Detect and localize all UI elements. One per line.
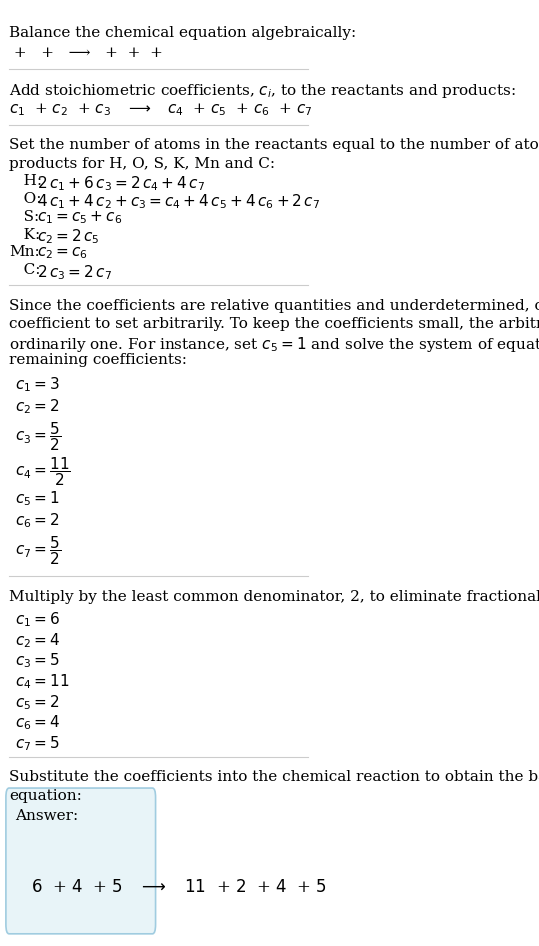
Text: $c_2 = 2\,c_5$: $c_2 = 2\,c_5$ [37,228,100,246]
Text: $c_2 = 4$: $c_2 = 4$ [15,631,60,650]
Text: Add stoichiometric coefficients, $c_i$, to the reactants and products:: Add stoichiometric coefficients, $c_i$, … [9,81,516,99]
Text: $c_1 = 3$: $c_1 = 3$ [15,376,60,394]
Text: Since the coefficients are relative quantities and underdetermined, choose a: Since the coefficients are relative quan… [9,299,539,313]
Text: $c_6 = 2$: $c_6 = 2$ [15,512,60,531]
Text: S:: S: [9,210,39,223]
Text: coefficient to set arbitrarily. To keep the coefficients small, the arbitrary va: coefficient to set arbitrarily. To keep … [9,317,539,331]
Text: C:: C: [9,263,40,277]
Text: Multiply by the least common denominator, 2, to eliminate fractional coefficient: Multiply by the least common denominator… [9,589,539,604]
Text: $c_1 = c_5 + c_6$: $c_1 = c_5 + c_6$ [37,210,122,226]
Text: products for H, O, S, K, Mn and C:: products for H, O, S, K, Mn and C: [9,157,275,171]
Text: O:: O: [9,192,42,206]
Text: remaining coefficients:: remaining coefficients: [9,353,187,367]
Text: $6$  + $4$  + $5$   $\longrightarrow$   $11$  + $2$  + $4$  + $5$: $6$ + $4$ + $5$ $\longrightarrow$ $11$ +… [31,879,327,896]
Text: $c_3 = 5$: $c_3 = 5$ [15,652,60,671]
Text: Set the number of atoms in the reactants equal to the number of atoms in the: Set the number of atoms in the reactants… [9,138,539,152]
Text: $c_4 = \dfrac{11}{2}$: $c_4 = \dfrac{11}{2}$ [15,455,71,488]
Text: H:: H: [9,174,42,188]
Text: $c_3 = \dfrac{5}{2}$: $c_3 = \dfrac{5}{2}$ [15,420,61,453]
Text: Answer:: Answer: [15,809,79,823]
Text: $c_4 = 11$: $c_4 = 11$ [15,673,70,692]
Text: K:: K: [9,228,40,241]
Text: +   +   ⟶   +  +  +: + + ⟶ + + + [9,46,168,60]
Text: Substitute the coefficients into the chemical reaction to obtain the balanced: Substitute the coefficients into the che… [9,770,539,784]
Text: $c_2 = 2$: $c_2 = 2$ [15,397,60,416]
Text: $2\,c_1 + 6\,c_3 = 2\,c_4 + 4\,c_7$: $2\,c_1 + 6\,c_3 = 2\,c_4 + 4\,c_7$ [37,174,205,193]
Text: $c_6 = 4$: $c_6 = 4$ [15,713,60,732]
Text: $c_1$  + $c_2$  + $c_3$   $\longrightarrow$   $c_4$  + $c_5$  + $c_6$  + $c_7$: $c_1$ + $c_2$ + $c_3$ $\longrightarrow$ … [9,101,313,118]
Text: Mn:: Mn: [9,245,40,259]
Text: $4\,c_1 + 4\,c_2 + c_3 = c_4 + 4\,c_5 + 4\,c_6 + 2\,c_7$: $4\,c_1 + 4\,c_2 + c_3 = c_4 + 4\,c_5 + … [37,192,320,211]
Text: Balance the chemical equation algebraically:: Balance the chemical equation algebraica… [9,26,356,41]
Text: $c_7 = 5$: $c_7 = 5$ [15,734,60,753]
Text: $c_1 = 6$: $c_1 = 6$ [15,610,60,629]
Text: $c_7 = \dfrac{5}{2}$: $c_7 = \dfrac{5}{2}$ [15,534,61,567]
Text: equation:: equation: [9,789,82,803]
Text: ordinarily one. For instance, set $c_5 = 1$ and solve the system of equations fo: ordinarily one. For instance, set $c_5 =… [9,335,539,354]
Text: $c_2 = c_6$: $c_2 = c_6$ [37,245,88,261]
Text: $c_5 = 1$: $c_5 = 1$ [15,489,60,508]
FancyBboxPatch shape [6,788,156,934]
Text: $c_5 = 2$: $c_5 = 2$ [15,693,60,711]
Text: $2\,c_3 = 2\,c_7$: $2\,c_3 = 2\,c_7$ [37,263,112,282]
